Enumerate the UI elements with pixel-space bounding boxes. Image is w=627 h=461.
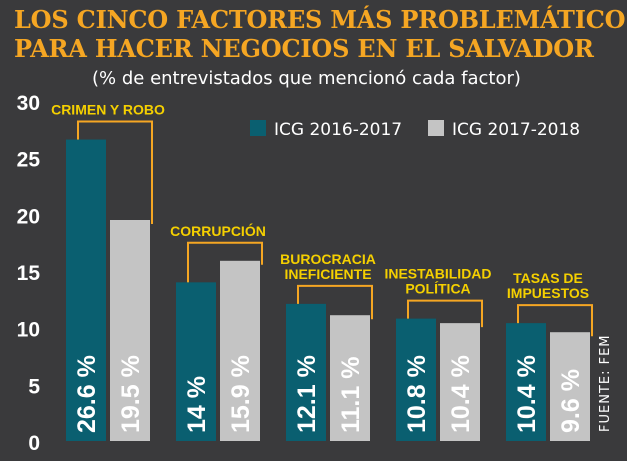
category-label: TASAS DE bbox=[513, 270, 583, 286]
bar-value-label: 19.5 % bbox=[117, 355, 145, 433]
category-label: INEFICIENTE bbox=[284, 266, 371, 282]
bar bbox=[176, 282, 216, 441]
bar bbox=[110, 220, 150, 441]
category-label: BUROCRACIA bbox=[280, 251, 376, 267]
bar bbox=[440, 323, 480, 441]
bar-value-label: 9.6 % bbox=[557, 369, 585, 433]
bar-value-label: 26.6 % bbox=[73, 355, 101, 433]
y-tick-label: 10 bbox=[17, 319, 40, 342]
chart-title-line-2: PARA HACER NEGOCIOS EN EL SALVADOR bbox=[14, 34, 594, 63]
category-bracket bbox=[187, 241, 263, 313]
source-text: FUENTE: FEM bbox=[598, 334, 613, 432]
y-tick-label: 30 bbox=[17, 92, 40, 115]
bar-value-label: 11.1 % bbox=[337, 357, 365, 433]
category-label: INESTABILIDAD bbox=[384, 266, 491, 282]
legend-label: ICG 2017-2018 bbox=[452, 120, 580, 140]
chart-subtitle: (% de entrevistados que mencionó cada fa… bbox=[92, 68, 521, 89]
bar-value-label: 10.4 % bbox=[447, 355, 475, 433]
legend-swatch bbox=[250, 120, 266, 136]
bar bbox=[396, 318, 436, 441]
bar-value-label: 10.4 % bbox=[513, 355, 541, 433]
bar bbox=[286, 303, 326, 441]
bar bbox=[330, 315, 370, 441]
y-tick-label: 5 bbox=[28, 375, 40, 398]
y-tick-label: 20 bbox=[17, 205, 40, 228]
category-label: CORRUPCIÓN bbox=[170, 222, 266, 239]
bar-value-label: 10.8 % bbox=[403, 355, 431, 433]
category-label: IMPUESTOS bbox=[507, 285, 589, 301]
bar bbox=[66, 139, 106, 442]
bar bbox=[506, 323, 546, 441]
bar bbox=[220, 260, 260, 441]
y-tick-label: 15 bbox=[17, 262, 41, 285]
y-tick-label: 25 bbox=[17, 149, 41, 172]
bar-value-label: 15.9 % bbox=[227, 355, 255, 433]
y-tick-label: 0 bbox=[28, 432, 40, 455]
legend-label: ICG 2016-2017 bbox=[274, 120, 402, 140]
category-label: POLÍTICA bbox=[405, 281, 470, 297]
bar-value-label: 14 % bbox=[183, 376, 211, 433]
legend-swatch bbox=[428, 120, 444, 136]
chart-title-line-1: LOS CINCO FACTORES MÁS PROBLEMÁTICOS bbox=[14, 5, 627, 34]
category-label: CRIMEN Y ROBO bbox=[51, 102, 165, 118]
bar bbox=[550, 332, 590, 441]
bar-value-label: 12.1 % bbox=[293, 355, 321, 433]
